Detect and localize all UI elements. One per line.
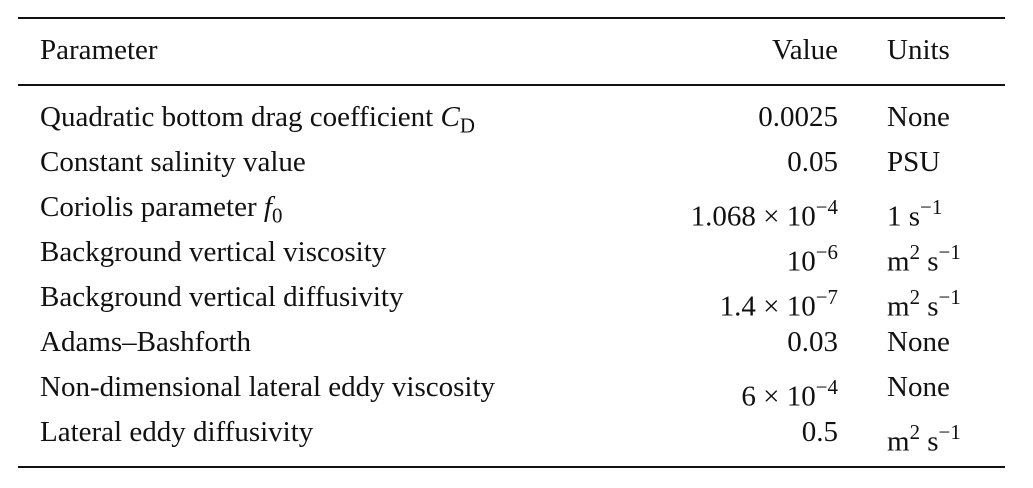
parameter-cell: Adams–Bashforth — [40, 324, 251, 360]
text-segment: PSU — [887, 146, 941, 178]
text-segment: −1 — [920, 195, 943, 219]
parameter-cell: Non-dimensional lateral eddy viscosity — [40, 369, 495, 405]
header-cell: Value — [771, 34, 838, 66]
value-cell: 0.03 — [787, 324, 838, 360]
units-cell: m2 s−1 — [887, 414, 961, 459]
text-segment: None — [887, 371, 950, 403]
text-segment: 1.4 × 10 — [719, 290, 816, 323]
text-segment: 1 s — [887, 200, 921, 233]
text-segment: 10 — [786, 245, 816, 278]
parameter-cell: Lateral eddy diffusivity — [40, 414, 313, 450]
units-cell: None — [887, 99, 950, 135]
bottom-rule — [18, 466, 1005, 468]
text-segment: 0.03 — [787, 326, 838, 358]
text-segment: −1 — [938, 285, 961, 309]
text-segment: C — [440, 101, 460, 133]
text-segment: m — [887, 425, 910, 458]
value-cell: 6 × 10−4 — [741, 369, 838, 414]
units-cell: None — [887, 369, 950, 405]
text-segment: 2 — [909, 240, 920, 264]
value-cell: 1.4 × 10−7 — [720, 279, 838, 324]
text-segment: −4 — [815, 375, 838, 399]
text-segment: m — [887, 245, 910, 278]
text-segment: 0.5 — [801, 416, 838, 448]
value-cell: 0.05 — [787, 144, 838, 180]
text-segment: m — [887, 290, 910, 323]
text-segment: None — [887, 326, 950, 358]
units-cell: m2 s−1 — [887, 234, 961, 279]
value-cell: 0.5 — [802, 414, 838, 450]
text-segment: Quadratic bottom drag coefficient — [40, 101, 441, 133]
value-cell: 0.0025 — [758, 99, 838, 135]
text-segment: 0.05 — [787, 146, 838, 178]
units-cell: PSU — [887, 144, 940, 180]
text-segment: Lateral eddy diffusivity — [40, 416, 314, 448]
units-cell: 1 s−1 — [887, 189, 942, 234]
units-cell: m2 s−1 — [887, 279, 961, 324]
text-segment: −1 — [938, 420, 961, 444]
text-segment: D — [459, 113, 475, 138]
text-segment: Constant salinity value — [40, 146, 306, 178]
parameter-cell: Quadratic bottom drag coefficient CD — [40, 99, 475, 143]
text-segment: s — [920, 290, 939, 323]
text-segment: 0 — [271, 203, 283, 228]
parameter-cell: Constant salinity value — [40, 144, 306, 180]
text-segment: 6 × 10 — [741, 380, 816, 413]
text-segment: −6 — [815, 240, 838, 264]
text-segment: Background vertical diffusivity — [40, 281, 404, 313]
value-cell: 10−6 — [787, 234, 838, 279]
text-segment: 2 — [909, 420, 920, 444]
text-segment: None — [887, 101, 950, 133]
mid-rule — [18, 84, 1005, 86]
text-segment: 1.068 × 10 — [690, 200, 816, 233]
parameter-cell: Coriolis parameter f0 — [40, 189, 282, 233]
text-segment: Coriolis parameter — [40, 191, 264, 223]
parameter-cell: Background vertical viscosity — [40, 234, 386, 270]
text-segment: Adams–Bashforth — [40, 326, 252, 358]
text-segment: 0.0025 — [758, 101, 838, 133]
text-segment: s — [920, 425, 939, 458]
text-segment: 2 — [909, 285, 920, 309]
text-segment: −7 — [815, 285, 838, 309]
top-rule — [18, 17, 1005, 19]
text-segment: f — [263, 191, 272, 223]
text-segment: Background vertical viscosity — [40, 236, 387, 268]
units-cell: None — [887, 324, 950, 360]
value-cell: 1.068 × 10−4 — [691, 189, 838, 234]
header-cell: Parameter — [40, 34, 158, 66]
text-segment: −1 — [938, 240, 961, 264]
parameter-cell: Background vertical diffusivity — [40, 279, 404, 315]
header-cell: Units — [887, 34, 950, 66]
text-segment: s — [920, 245, 939, 278]
text-segment: Non-dimensional lateral eddy viscosity — [40, 371, 496, 403]
text-segment: −4 — [815, 195, 838, 219]
